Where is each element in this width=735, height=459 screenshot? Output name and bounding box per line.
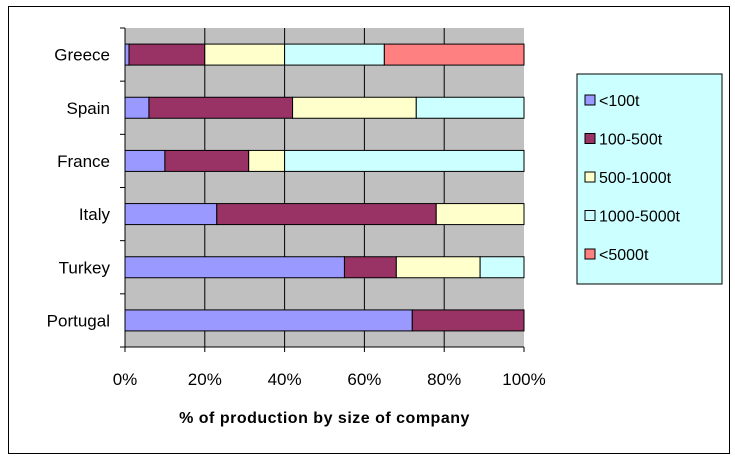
bar-italy-100t — [124, 203, 218, 226]
legend-label: <5000t — [599, 247, 649, 264]
bar-turkey-100t — [124, 256, 345, 279]
bar-france-100500t — [164, 149, 250, 172]
bar-turkey-100500t — [343, 256, 397, 279]
bar-turkey-5001000t — [395, 256, 481, 279]
bar-italy-5001000t — [435, 203, 525, 226]
bar-spain-100500t — [148, 96, 294, 119]
legend-label: 500-1000t — [599, 170, 672, 187]
legend-box — [576, 73, 723, 285]
bar-greece-5000t — [383, 43, 525, 66]
bar-greece-5001000t — [204, 43, 286, 66]
bar-france-5001000t — [248, 149, 286, 172]
x-tick-label: 0% — [113, 370, 138, 389]
y-tick-label: Greece — [54, 46, 110, 65]
x-tick-label: 40% — [268, 370, 302, 389]
legend-label: 100-500t — [599, 132, 663, 149]
x-axis-title: % of production by size of company — [179, 410, 470, 427]
y-tick-label: France — [57, 152, 110, 171]
bar-turkey-10005000t — [479, 256, 525, 279]
bar-spain-5001000t — [292, 96, 417, 119]
y-tick-label: Turkey — [59, 258, 111, 277]
bar-greece-100500t — [128, 43, 206, 66]
legend-label: <100t — [599, 93, 640, 110]
y-tick-label: Portugal — [47, 311, 110, 330]
bar-france-100t — [124, 149, 166, 172]
bar-spain-10005000t — [415, 96, 525, 119]
x-tick-label: 20% — [188, 370, 222, 389]
plot-area — [125, 28, 524, 347]
legend-label: 1000-5000t — [599, 209, 681, 226]
legend-swatch — [584, 94, 596, 106]
bar-france-10005000t — [284, 149, 525, 172]
bar-portugal-100500t — [411, 309, 525, 332]
bar-italy-100500t — [216, 203, 437, 226]
legend-swatch — [584, 210, 596, 221]
legend-swatch — [584, 248, 596, 260]
x-tick-label: 80% — [427, 370, 461, 389]
bar-greece-100t — [124, 43, 130, 66]
y-tick-label: Italy — [79, 205, 111, 224]
legend-swatch — [584, 171, 596, 183]
bar-portugal-100t — [124, 309, 413, 332]
bar-spain-100t — [124, 96, 150, 119]
x-tick-label: 60% — [347, 370, 381, 389]
x-tick-label: 100% — [502, 370, 545, 389]
y-tick-label: Spain — [67, 99, 110, 118]
legend-swatch — [584, 133, 596, 144]
bar-greece-10005000t — [284, 43, 385, 66]
